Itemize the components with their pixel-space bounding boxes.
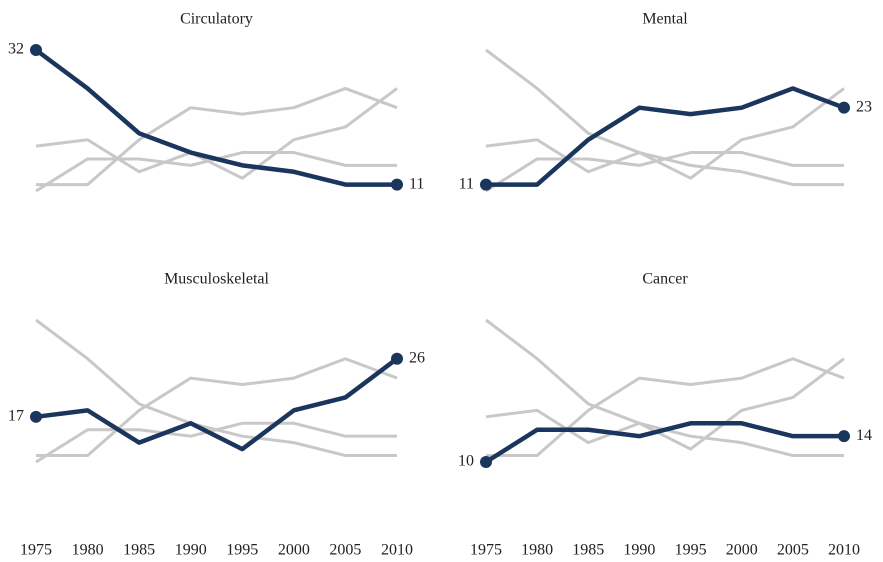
- value-label: 11: [459, 175, 474, 192]
- x-tick-label: 1990: [175, 542, 207, 559]
- value-label: 17: [8, 407, 24, 424]
- panel-title: Musculoskeletal: [164, 271, 269, 288]
- panel-title: Mental: [642, 11, 688, 28]
- x-tick-label: 1995: [675, 542, 707, 559]
- context-line: [36, 86, 398, 187]
- x-tick-label: 2010: [381, 542, 413, 559]
- panel: Musculoskeletal 17 26 1975 1980 1985 1990 1995 2…: [8, 271, 425, 559]
- panel: Cancer 10 14 1975 1980 1985 1990 1995 2000 2005 20…: [458, 271, 872, 559]
- x-tick-label: 1975: [20, 542, 52, 559]
- end-point: [838, 101, 850, 114]
- end-point: [391, 352, 403, 365]
- context-line: [485, 357, 845, 451]
- x-tick-label: 1985: [123, 542, 155, 559]
- context-line: [485, 151, 844, 193]
- end-point: [838, 430, 850, 443]
- value-label: 11: [409, 175, 424, 192]
- panel-title: Circulatory: [180, 11, 253, 28]
- panel: Circulatory 32 11: [8, 11, 424, 193]
- x-tick-label: 1985: [572, 542, 604, 559]
- x-tick-label: 1980: [72, 542, 104, 559]
- panel-title: Cancer: [642, 271, 688, 288]
- x-tick-label: 2010: [828, 542, 860, 559]
- context-line: [485, 87, 845, 180]
- highlight-line: [486, 86, 845, 187]
- context-line: [36, 357, 398, 458]
- value-label: 14: [856, 427, 872, 444]
- x-tick-label: 2005: [777, 542, 809, 559]
- x-tick-label: 1980: [521, 542, 553, 559]
- x-tick-label: 1990: [623, 542, 655, 559]
- x-tick-label: 1975: [470, 542, 502, 559]
- value-label: 10: [458, 453, 474, 470]
- x-tick-label: 2005: [329, 542, 361, 559]
- panel: Mental 11 23: [459, 11, 872, 193]
- highlight-line: [484, 421, 844, 464]
- end-point: [30, 44, 42, 56]
- context-line: [486, 357, 845, 458]
- value-label: 32: [8, 41, 24, 58]
- context-line: [35, 87, 398, 180]
- end-point: [480, 178, 492, 191]
- context-line: [35, 421, 397, 464]
- highlight-line: [35, 356, 399, 452]
- x-tick-label: 2000: [278, 542, 310, 559]
- value-label: 23: [856, 98, 872, 115]
- end-point: [480, 456, 492, 468]
- end-point: [391, 178, 403, 191]
- end-point: [30, 410, 42, 423]
- x-tick-label: 1995: [226, 542, 258, 559]
- highlight-line: [34, 48, 397, 187]
- value-label: 26: [409, 349, 425, 366]
- x-tick-label: 2000: [726, 542, 758, 559]
